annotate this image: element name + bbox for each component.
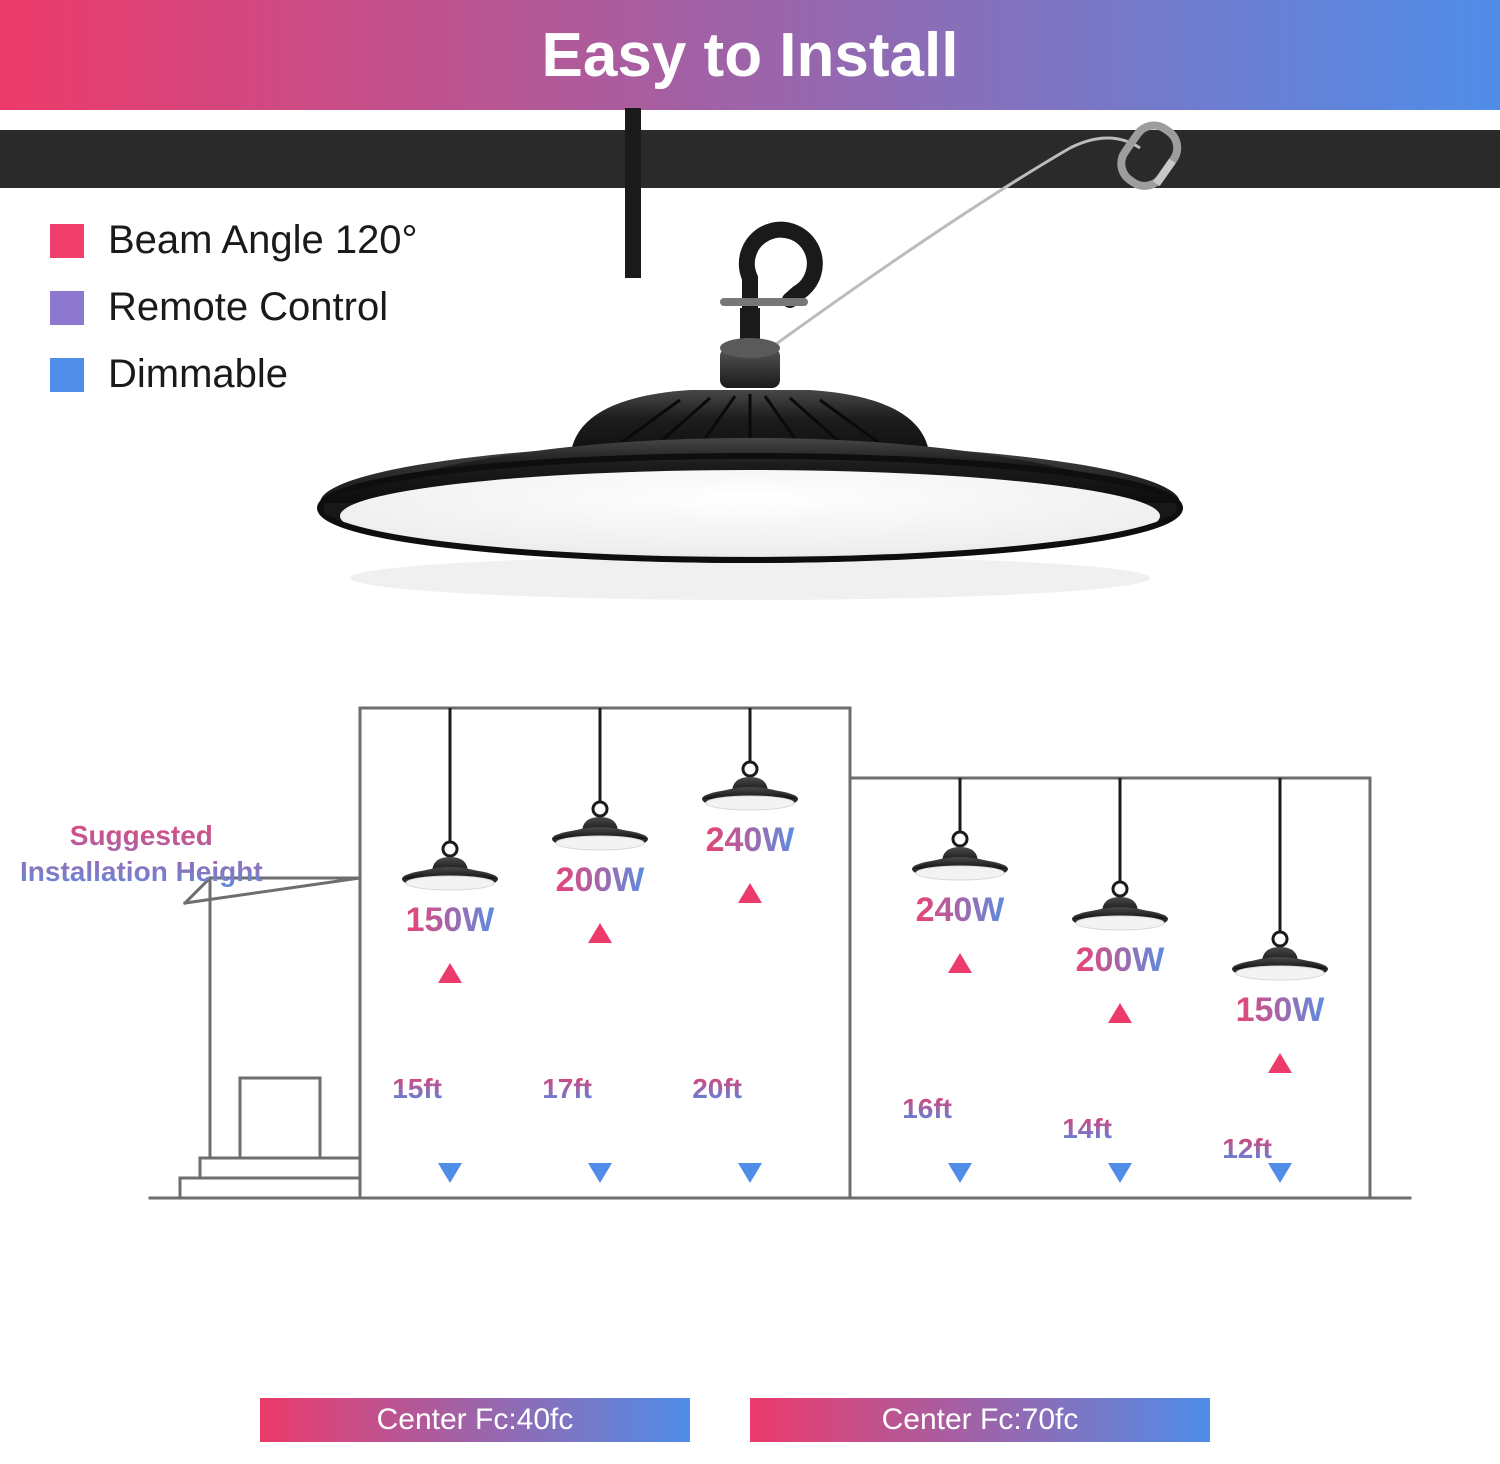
svg-text:14ft: 14ft [1062,1113,1112,1144]
svg-text:200W: 200W [556,861,646,899]
footer-bar-text: Center Fc:40fc [377,1403,574,1437]
svg-text:200W: 200W [1076,941,1166,979]
footer-bar: Center Fc:70fc [750,1398,1210,1442]
footer-bars: Center Fc:40fc Center Fc:70fc [0,1398,1500,1442]
install-height-diagram: Suggested Installation Height 150W 15ft 20… [0,678,1500,1238]
svg-text:20ft: 20ft [692,1073,742,1104]
svg-text:12ft: 12ft [1222,1133,1272,1164]
feature-swatch [50,291,84,325]
svg-text:240W: 240W [916,891,1006,929]
product-lamp-icon [310,108,1210,668]
svg-text:16ft: 16ft [902,1093,952,1124]
svg-text:240W: 240W [706,821,796,859]
footer-bar: Center Fc:40fc [260,1398,690,1442]
header-title: Easy to Install [542,20,959,91]
footer-bar-text: Center Fc:70fc [882,1403,1079,1437]
svg-text:150W: 150W [406,901,496,939]
feature-swatch [50,224,84,258]
building-diagram-icon: 150W 15ft 200W 17ft 240W 20ft 240W 16ft 200W 14ft… [0,678,1500,1238]
product-zone: Beam Angle 120° Remote Control Dimmable [0,188,1500,658]
side-label-line2: Installation Height [20,856,263,887]
feature-swatch [50,358,84,392]
side-label-line1: Suggested [70,820,213,851]
feature-label: Dimmable [108,352,288,397]
svg-text:17ft: 17ft [542,1073,592,1104]
svg-text:150W: 150W [1236,991,1326,1029]
side-label: Suggested Installation Height [20,818,263,891]
header-banner: Easy to Install [0,0,1500,110]
svg-text:15ft: 15ft [392,1073,442,1104]
